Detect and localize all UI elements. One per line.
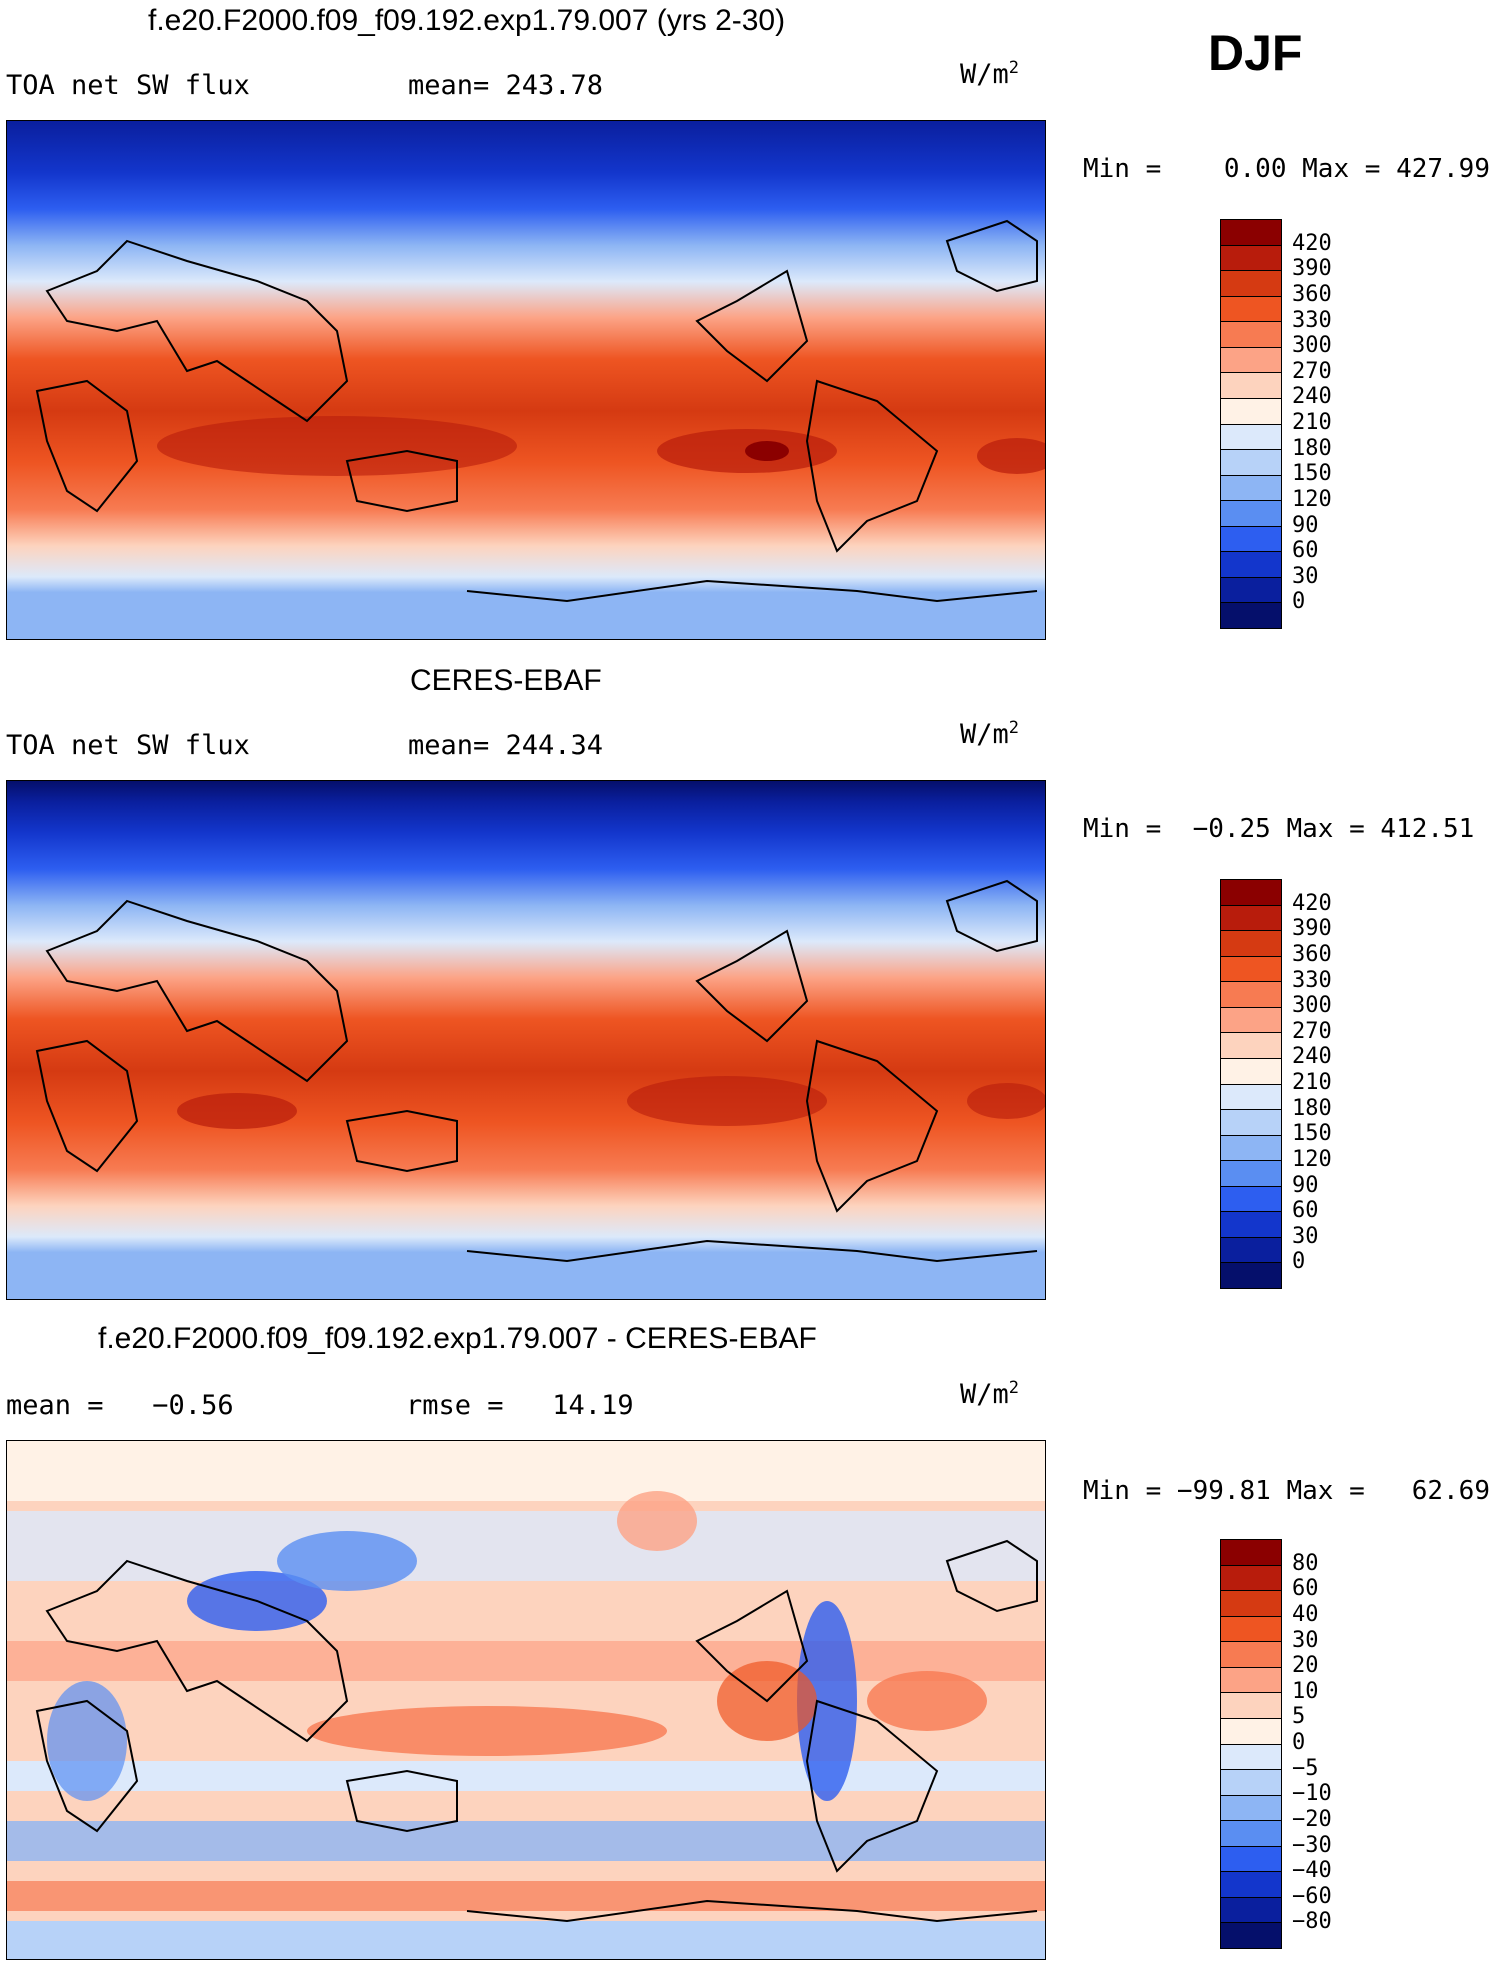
- colorbar-tick-label: 240: [1292, 1044, 1332, 1070]
- colorbar-tick-label: 60: [1292, 538, 1319, 564]
- colorbar-tick-label: 60: [1292, 1576, 1319, 1602]
- colorbar-tick-label: 210: [1292, 1070, 1332, 1095]
- colorbar-tick-label: 420: [1292, 890, 1332, 916]
- colorbar-tick-label: 40: [1292, 1601, 1319, 1627]
- colorbar-tick-label: 360: [1292, 941, 1332, 967]
- colorbar-tick-label: −80: [1292, 1909, 1332, 1935]
- colorbar-tick-label: 150: [1292, 461, 1332, 487]
- colorbar-tick-label: 210: [1292, 410, 1332, 435]
- colorbar-tick-label: 390: [1292, 256, 1332, 282]
- panel1-minmax: Min = 0.00 Max = 427.99: [1083, 154, 1490, 184]
- colorbar-tick-label: 120: [1292, 486, 1332, 512]
- panel2-coastlines: [35, 879, 1038, 1263]
- colorbar-tick-label: 420: [1292, 230, 1332, 256]
- colorbar-tick-label: −20: [1292, 1806, 1332, 1832]
- colorbar-tick-label: 30: [1292, 563, 1319, 589]
- colorbar-tick-label: 90: [1292, 512, 1319, 538]
- panel1-center-label: mean= 243.78: [408, 70, 604, 101]
- colorbar-tick-label: 10: [1292, 1678, 1319, 1704]
- panel1-units: W/m2: [960, 58, 1020, 90]
- colorbar-tick-label: 0: [1292, 1730, 1306, 1755]
- panel1-coastlines: [35, 219, 1038, 603]
- colorbar-tick-label: 300: [1292, 993, 1332, 1019]
- colorbar-tick-label: −30: [1292, 1832, 1332, 1858]
- panel1-map: [6, 120, 1046, 640]
- colorbar-tick-label: −60: [1292, 1883, 1332, 1909]
- colorbar-tick-label: 270: [1292, 358, 1332, 384]
- panel1-left-label: TOA net SW flux: [6, 70, 250, 101]
- panel2-minmax: Min = −0.25 Max = 412.51: [1083, 814, 1475, 844]
- colorbar-tick-label: 80: [1292, 1550, 1319, 1576]
- panel3-minmax: Min = −99.81 Max = 62.69: [1083, 1476, 1490, 1506]
- colorbar-tick-label: 300: [1292, 333, 1332, 359]
- panel1-title: f.e20.F2000.f09_f09.192.exp1.79.007 (yrs…: [148, 4, 786, 37]
- colorbar-tick-label: 240: [1292, 384, 1332, 410]
- panel2-map: [6, 780, 1046, 1300]
- panel2-left-label: TOA net SW flux: [6, 730, 250, 761]
- panel3-units: W/m2: [960, 1378, 1020, 1410]
- colorbar-tick-label: 120: [1292, 1146, 1332, 1172]
- panel2-title: CERES-EBAF: [410, 664, 602, 697]
- panel2-colorbar: [1220, 879, 1282, 1289]
- panel3-left-label: mean = −0.56: [6, 1390, 234, 1421]
- colorbar-tick-label: 30: [1292, 1627, 1319, 1653]
- colorbar-tick-label: 20: [1292, 1653, 1319, 1679]
- colorbar-tick-label: 60: [1292, 1198, 1319, 1224]
- colorbar-tick-label: 330: [1292, 967, 1332, 993]
- colorbar-tick-label: 0: [1292, 1249, 1306, 1275]
- panel2-units: W/m2: [960, 718, 1020, 750]
- season-label: DJF: [1208, 25, 1303, 81]
- colorbar-tick-label: 330: [1292, 307, 1332, 333]
- panel3-map: [6, 1440, 1046, 1960]
- colorbar-tick-label: 0: [1292, 589, 1306, 615]
- colorbar-tick-label: −40: [1292, 1858, 1332, 1884]
- colorbar-tick-label: 90: [1292, 1172, 1319, 1198]
- colorbar-tick-label: 180: [1292, 435, 1332, 461]
- colorbar-tick-label: 180: [1292, 1095, 1332, 1121]
- colorbar-tick-label: 360: [1292, 281, 1332, 307]
- colorbar-tick-label: −5: [1292, 1755, 1319, 1781]
- panel3-center-label: rmse = 14.19: [406, 1390, 634, 1421]
- colorbar-tick-label: 390: [1292, 916, 1332, 942]
- colorbar-tick-label: 5: [1292, 1704, 1306, 1730]
- colorbar-tick-label: 150: [1292, 1121, 1332, 1147]
- panel3-coastlines: [35, 1539, 1038, 1923]
- colorbar-tick-label: −10: [1292, 1781, 1332, 1807]
- panel1-colorbar: [1220, 219, 1282, 629]
- panel3-colorbar: [1220, 1539, 1282, 1949]
- panel3-title: f.e20.F2000.f09_f09.192.exp1.79.007 - CE…: [98, 1322, 817, 1355]
- colorbar-tick-label: 30: [1292, 1223, 1319, 1249]
- panel2-center-label: mean= 244.34: [408, 730, 604, 761]
- colorbar-tick-label: 270: [1292, 1018, 1332, 1044]
